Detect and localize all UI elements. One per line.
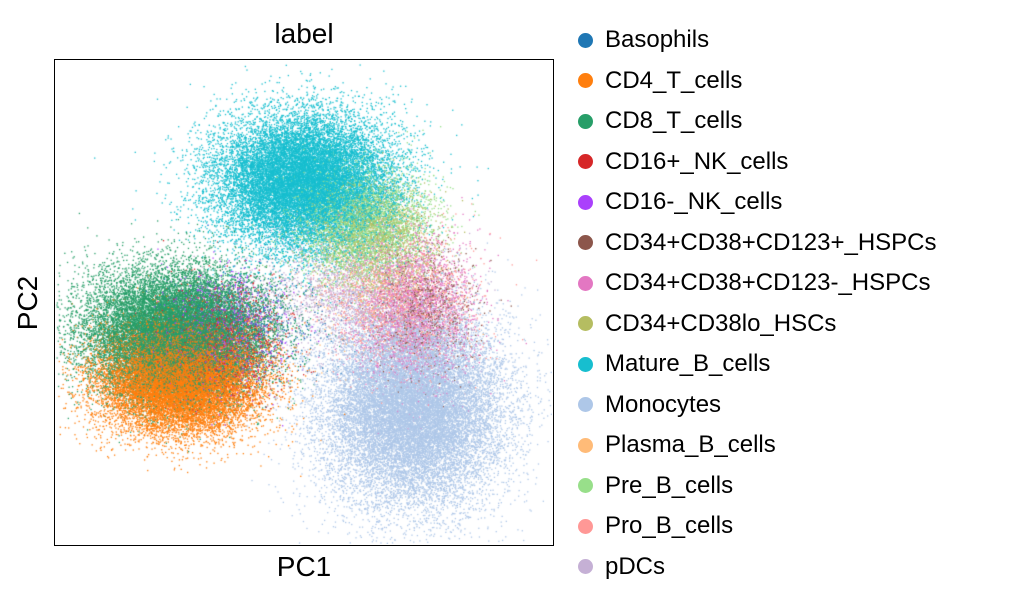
legend-label: CD34+CD38lo_HSCs [605, 309, 837, 337]
legend-label: Pro_B_cells [605, 512, 734, 540]
legend-label: CD16+_NK_cells [605, 147, 789, 175]
y-axis-label: PC2 [12, 275, 43, 331]
legend-item: CD34+CD38lo_HSCs [578, 304, 937, 345]
plot-area [54, 59, 554, 546]
legend-item: Pre_B_cells [578, 466, 937, 507]
legend-marker [578, 397, 593, 413]
x-axis-label: PC1 [276, 551, 332, 582]
legend-label: CD16-_NK_cells [605, 188, 783, 216]
legend-label: Mature_B_cells [605, 350, 771, 378]
legend-marker [578, 437, 593, 453]
legend-label: CD8_T_cells [605, 107, 743, 135]
legend-marker [578, 559, 593, 575]
legend-label: Basophils [605, 26, 710, 54]
legend-marker [578, 73, 593, 89]
legend-item: Pro_B_cells [578, 506, 937, 547]
legend-marker [578, 113, 593, 129]
legend-item: Basophils [578, 20, 937, 61]
legend-item: CD16+_NK_cells [578, 142, 937, 183]
legend-item: CD34+CD38+CD123+_HSPCs [578, 223, 937, 264]
legend-marker [578, 356, 593, 372]
legend-label: CD34+CD38+CD123+_HSPCs [605, 228, 937, 256]
legend-marker [578, 518, 593, 534]
legend-item: Plasma_B_cells [578, 425, 937, 466]
legend-label: CD34+CD38+CD123-_HSPCs [605, 269, 931, 297]
legend-label: pDCs [605, 552, 666, 580]
legend-label: CD4_T_cells [605, 66, 743, 94]
legend-item: Mature_B_cells [578, 344, 937, 385]
legend-label: Pre_B_cells [605, 471, 734, 499]
legend: Basophils CD4_T_cells CD8_T_cells CD16+_NK_… [578, 20, 937, 587]
legend-marker [578, 235, 593, 251]
legend-marker [578, 275, 593, 291]
chart-title: label [274, 18, 334, 49]
legend-label: Monocytes [605, 390, 722, 418]
legend-marker [578, 316, 593, 332]
legend-item: CD4_T_cells [578, 61, 937, 102]
legend-label: Plasma_B_cells [605, 431, 776, 459]
legend-marker [578, 154, 593, 170]
legend-marker [578, 194, 593, 210]
legend-item: Monocytes [578, 385, 937, 426]
legend-item: pDCs [578, 547, 937, 588]
legend-item: CD34+CD38+CD123-_HSPCs [578, 263, 937, 304]
legend-marker [578, 32, 593, 48]
legend-item: CD16-_NK_cells [578, 182, 937, 223]
legend-marker [578, 478, 593, 494]
legend-item: CD8_T_cells [578, 101, 937, 142]
scatter-points [55, 60, 552, 544]
